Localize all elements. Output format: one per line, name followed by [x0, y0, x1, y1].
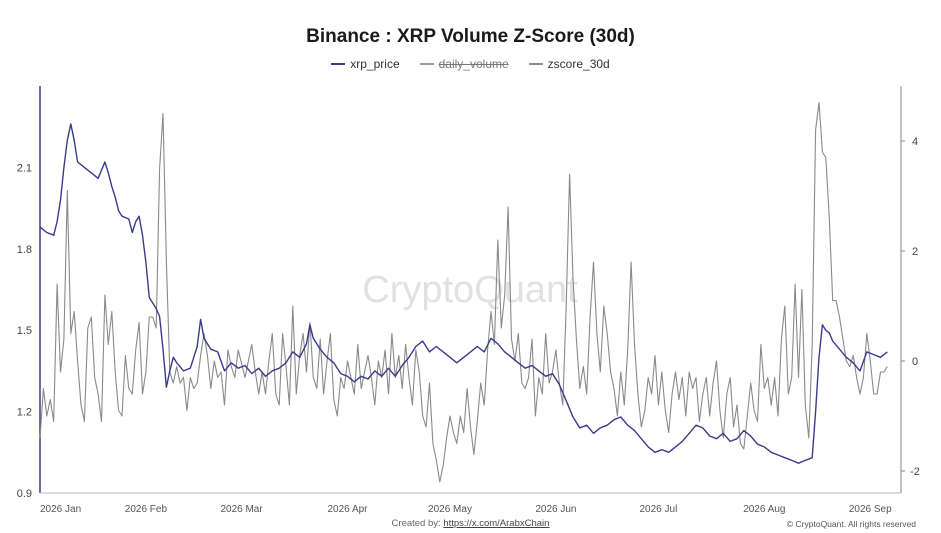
legend-item-daily-volume[interactable]: daily_volume [419, 57, 509, 71]
chart-title: Binance : XRP Volume Z-Score (30d) [306, 26, 635, 47]
series-line-zscore-30d [39, 101, 888, 483]
right-tick-label: 4 [912, 136, 918, 148]
legend-swatch [331, 63, 346, 65]
legend-swatch [419, 63, 434, 65]
footer-credit: Created by: https://x.com/ArabxChain [0, 518, 941, 529]
series-line-xrp-price [39, 123, 888, 464]
left-tick-label: 2.1 [17, 162, 32, 174]
x-axis-ticks: 2026 Jan 2026 Feb 2026 Mar 2026 Apr 2026 May… [40, 504, 892, 515]
x-tick-label: 2026 Jul [640, 504, 678, 515]
left-tick-label: 1.5 [17, 325, 32, 337]
watermark: CryptoQuant [362, 269, 578, 311]
legend-item-zscore-30d[interactable]: zscore_30d [528, 57, 610, 71]
legend: xrp_price daily_volume zscore_30d [0, 57, 941, 71]
right-tick-label: -2 [910, 466, 920, 478]
x-tick-label: 2026 Sep [849, 504, 892, 515]
x-tick-label: 2026 Jan [40, 504, 81, 515]
right-tick-label: 0 [912, 356, 918, 368]
right-axis-ticks: -2 0 2 4 [901, 136, 920, 478]
left-tick-label: 0.9 [17, 488, 32, 500]
x-tick-label: 2026 Aug [743, 504, 785, 515]
x-tick-label: 2026 Apr [327, 504, 368, 515]
left-tick-label: 1.8 [17, 244, 32, 256]
x-tick-label: 2026 May [428, 504, 472, 515]
legend-label: daily_volume [438, 57, 509, 71]
left-tick-label: 1.2 [17, 407, 32, 419]
copyright-text: © CryptoQuant. All rights reserved [786, 519, 916, 529]
created-by-label: Created by: [391, 518, 441, 529]
left-axis-ticks: 0.9 1.2 1.5 1.8 2.1 [17, 162, 32, 500]
x-tick-label: 2026 Jun [535, 504, 576, 515]
creator-link[interactable]: https://x.com/ArabxChain [443, 518, 550, 529]
x-tick-label: 2026 Mar [220, 504, 263, 515]
legend-swatch [528, 63, 543, 65]
x-tick-label: 2026 Feb [125, 504, 168, 515]
legend-label: xrp_price [350, 57, 400, 71]
legend-item-xrp-price[interactable]: xrp_price [331, 57, 400, 71]
right-tick-label: 2 [912, 246, 918, 258]
legend-label: zscore_30d [547, 57, 610, 71]
series-layer [39, 101, 888, 483]
